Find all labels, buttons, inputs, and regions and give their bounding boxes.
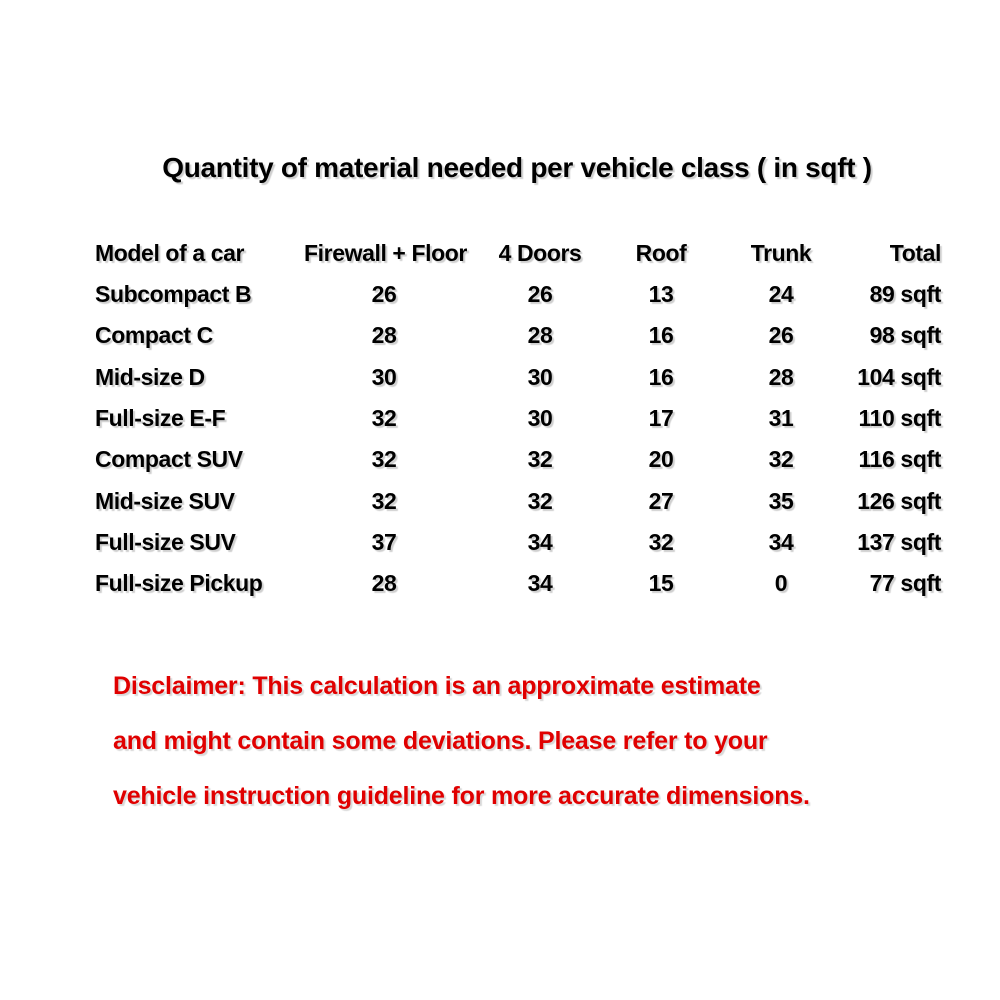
table-cell: 137 sqft (857, 528, 941, 555)
table-cell: Full-size SUV (95, 528, 236, 555)
table-cell: 32 (768, 446, 794, 473)
table-row: Compact SUV 32 32 20 32 116 sqft (0, 446, 1000, 480)
table-cell: 30 (371, 363, 397, 390)
table-cell: 15 (648, 570, 674, 597)
table-row: Full-size E-F 32 30 17 31 110 sqft (0, 405, 1000, 439)
table-row: Mid-size D 30 30 16 28 104 sqft (0, 364, 1000, 398)
table-cell: 0 (774, 570, 788, 597)
column-header: Model of a car (95, 240, 245, 266)
table-cell: Full-size E-F (95, 404, 226, 431)
table-cell: 89 sqft (869, 281, 942, 307)
table-cell: Subcompact B (95, 281, 252, 307)
table-cell: 126 sqft (857, 487, 941, 514)
table-cell: 26 (527, 281, 553, 307)
table-cell: 35 (768, 487, 794, 514)
table-cell: Mid-size D (95, 363, 205, 390)
table-row: Compact C 28 28 16 26 98 sqft (0, 322, 1000, 356)
table-cell: 24 (768, 281, 794, 307)
table-cell: 32 (648, 528, 674, 555)
column-header: Roof (635, 240, 687, 266)
table-cell: 16 (648, 363, 674, 390)
table-cell: 31 (768, 404, 794, 431)
table-cell: 77 sqft (869, 570, 942, 597)
table-cell: Full-size Pickup (95, 570, 263, 597)
table-cell: 34 (527, 570, 553, 597)
table-cell: 28 (768, 363, 794, 390)
column-header: Firewall + Floor (304, 240, 467, 266)
table-cell: 27 (648, 487, 674, 514)
table-cell: 26 (371, 281, 397, 307)
table-cell: 110 sqft (858, 404, 942, 431)
table-row: Full-size SUV 37 34 32 34 137 sqft (0, 529, 1000, 563)
table-cell: 30 (527, 404, 553, 431)
table-row: Subcompact B 26 26 13 24 89 sqft (0, 281, 1000, 315)
table-cell: 13 (648, 281, 674, 307)
table-cell: 28 (371, 322, 397, 349)
table-cell: 32 (371, 446, 397, 473)
table-cell: 34 (768, 528, 794, 555)
table-cell: 116 sqft (858, 446, 942, 473)
table-row: Mid-size SUV 32 32 27 35 126 sqft (0, 488, 1000, 522)
disclaimer-line-1: Disclaimer: This calculation is an appro… (113, 672, 761, 700)
table-cell: 20 (648, 446, 674, 473)
table-cell: 28 (527, 322, 553, 349)
table-cell: Mid-size SUV (95, 487, 235, 514)
table-cell: 28 (371, 570, 397, 597)
table-cell: 17 (648, 404, 674, 431)
table-cell: 98 sqft (869, 322, 942, 349)
table-cell: 30 (527, 363, 553, 390)
table-cell: 37 (371, 528, 397, 555)
page-title: Quantity of material needed per vehicle … (162, 152, 872, 183)
column-header: Total (889, 240, 942, 266)
table-cell: 16 (648, 322, 674, 349)
table-cell: Compact C (95, 322, 213, 349)
table-cell: 104 sqft (857, 363, 941, 390)
table-cell: 32 (527, 487, 553, 514)
table-row: Full-size Pickup 28 34 15 0 77 sqft (0, 570, 1000, 604)
column-header: 4 Doors (498, 240, 582, 266)
table-cell: Compact SUV (95, 446, 243, 473)
column-header: Trunk (750, 240, 812, 266)
table-cell: 26 (768, 322, 794, 349)
table-cell: 34 (527, 528, 553, 555)
disclaimer-line-3: vehicle instruction guideline for more a… (113, 782, 810, 810)
table-cell: 32 (371, 404, 397, 431)
header-row: Model of a car Firewall + Floor 4 Doors Roo… (0, 240, 1000, 274)
disclaimer-line-2: and might contain some deviations. Pleas… (113, 727, 768, 755)
table-cell: 32 (527, 446, 553, 473)
table-cell: 32 (371, 487, 397, 514)
